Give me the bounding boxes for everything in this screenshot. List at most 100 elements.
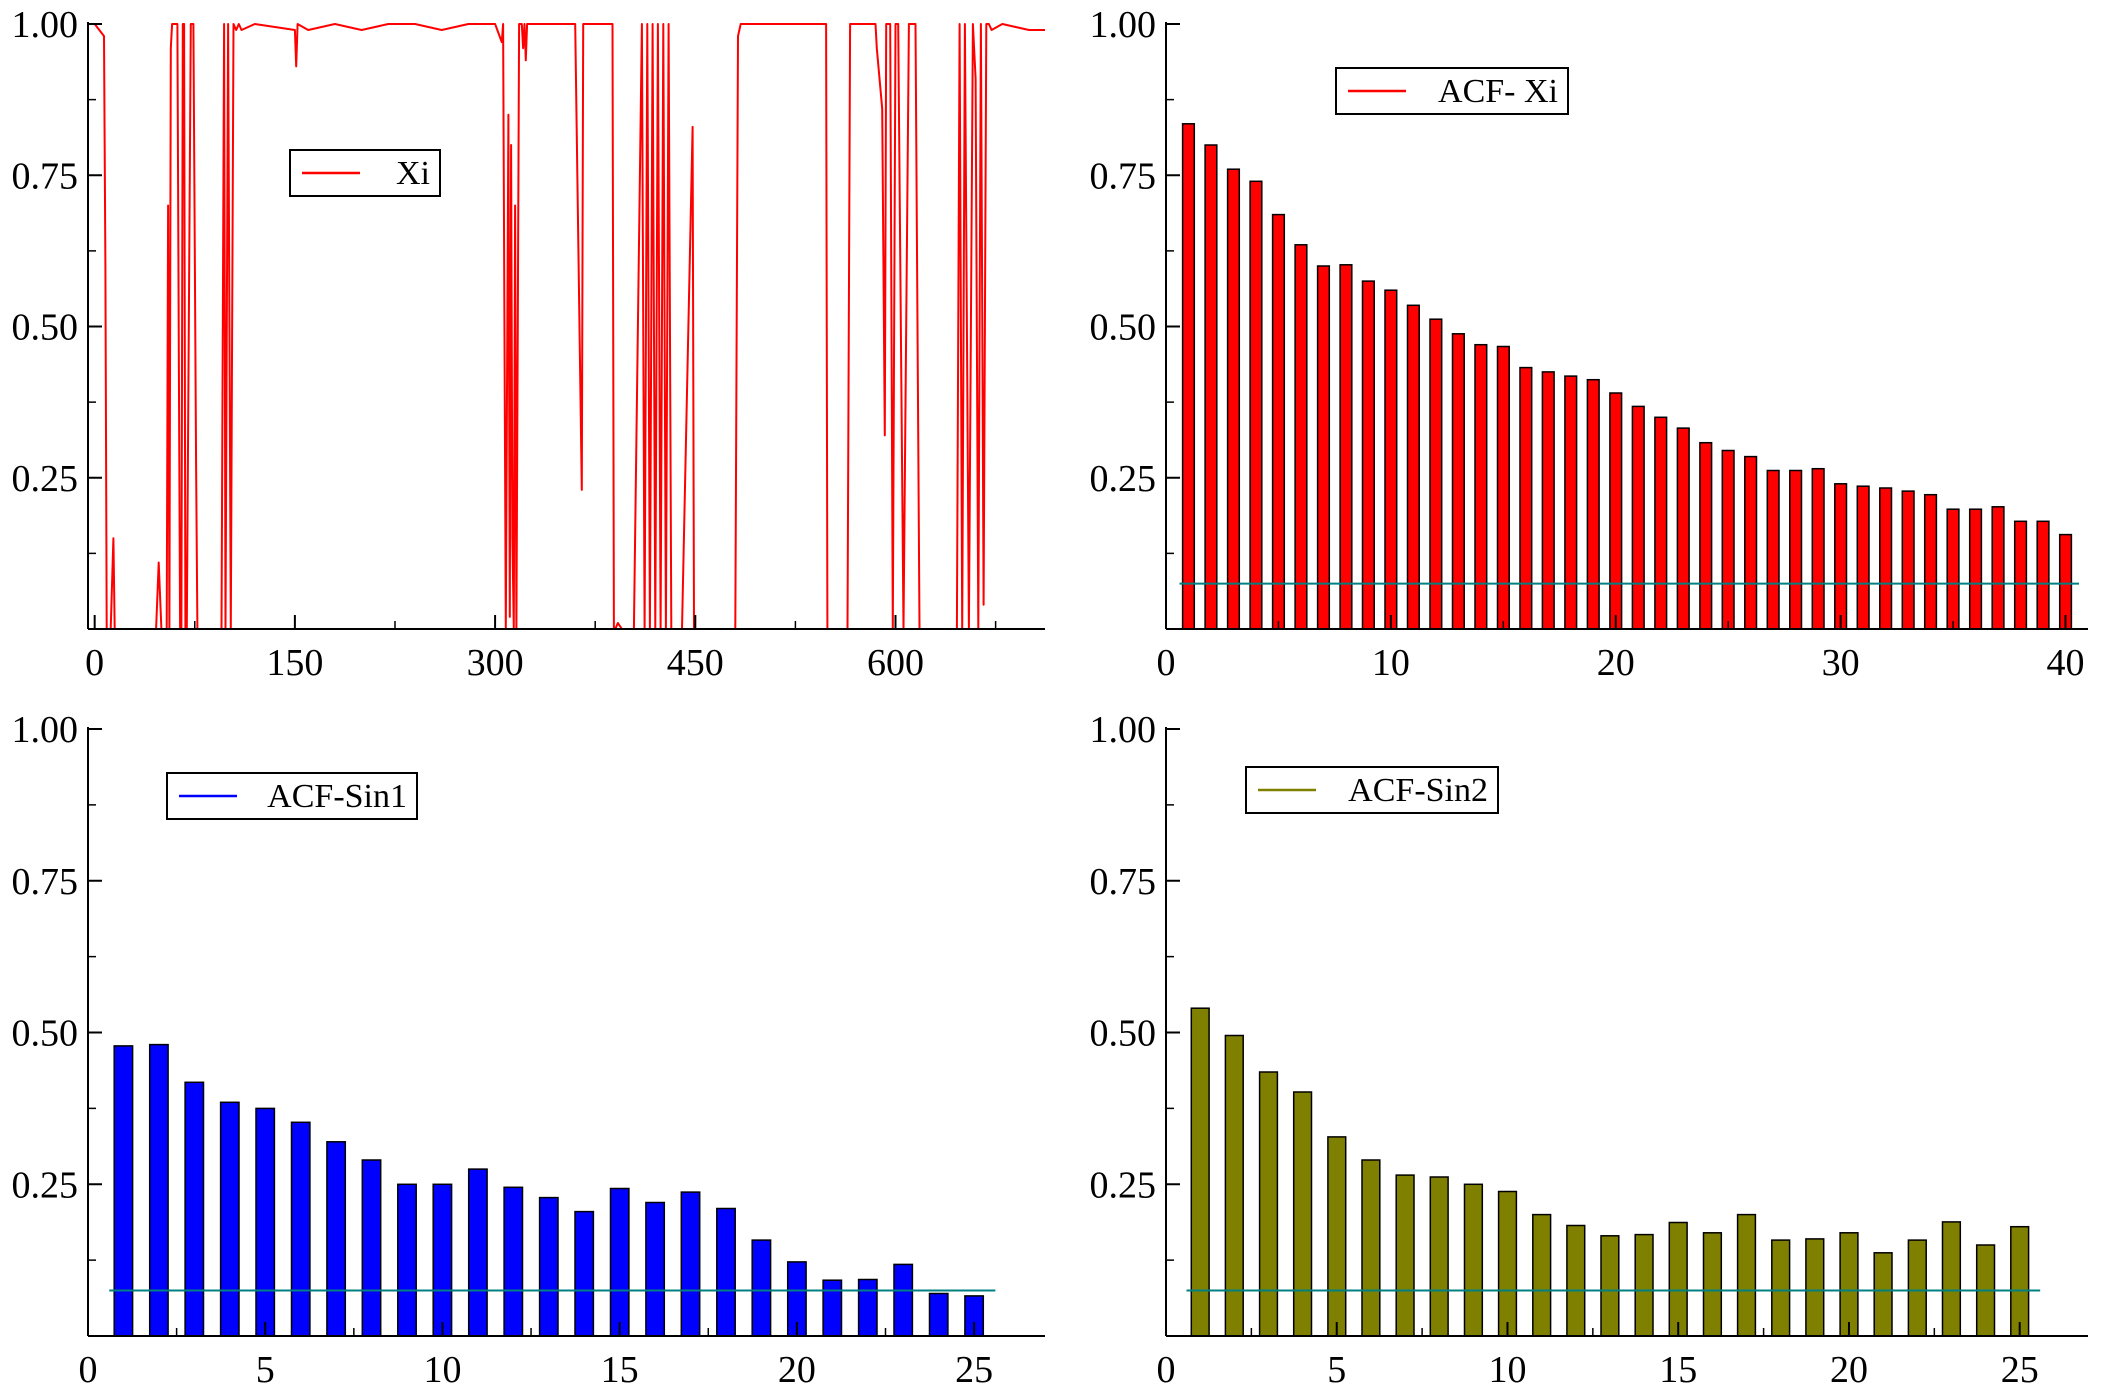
- x-tick-label: 10: [1488, 1349, 1526, 1390]
- legend: ACF-Sin2: [1245, 766, 1499, 814]
- bar: [1609, 392, 1623, 630]
- panel-xi-series: 0.25 0.50 0.75 1.00 0 150 300 450 600 Xi: [12, 4, 1045, 684]
- legend-label: ACF-Sin2: [1348, 772, 1488, 809]
- x-tick-label: 10: [1372, 642, 1410, 684]
- y-tick-label: 1.00: [12, 4, 79, 46]
- bar: [1631, 405, 1645, 630]
- line-series-0: [93, 23, 1045, 630]
- bar: [574, 1210, 595, 1337]
- bar: [1702, 1232, 1723, 1337]
- bar: [1564, 375, 1578, 630]
- bar: [1811, 467, 1825, 630]
- x-tick-label: 30: [1822, 642, 1860, 684]
- bar: [1834, 483, 1848, 630]
- bar: [1923, 493, 1938, 630]
- bar: [1384, 289, 1398, 630]
- bar: [1941, 1221, 1962, 1337]
- bar: [113, 1045, 134, 1337]
- bar: [1654, 416, 1668, 630]
- y-tick-label: 1.00: [12, 709, 79, 751]
- bar: [361, 1159, 382, 1337]
- bar: [1361, 280, 1375, 630]
- y-tick-label: 0.50: [12, 1013, 79, 1055]
- bar: [1668, 1221, 1688, 1337]
- bar: [1586, 378, 1600, 630]
- bar: [1789, 469, 1803, 630]
- y-tick-label: 0.75: [1090, 861, 1157, 903]
- bar: [1339, 264, 1353, 630]
- bar: [1968, 508, 1983, 630]
- bar: [609, 1187, 630, 1337]
- legend-label: Xi: [396, 155, 430, 192]
- bar: [1249, 180, 1263, 630]
- x-tick-label: 15: [1659, 1349, 1697, 1390]
- bar: [1634, 1233, 1654, 1337]
- bar: [751, 1239, 772, 1337]
- bar: [1873, 1252, 1893, 1337]
- bar: [1463, 1183, 1484, 1337]
- x-tick-label: 0: [1157, 642, 1176, 684]
- bar: [1805, 1238, 1825, 1337]
- bar: [290, 1121, 311, 1337]
- y-tick-label: 0.75: [1090, 155, 1157, 197]
- panel-acf-xi: 0.25 0.50 0.75 1.00 0 10 20 30 40 ACF- Xi: [1090, 4, 2088, 684]
- x-tick-label: 5: [256, 1349, 275, 1390]
- y-tick-label: 0.75: [12, 155, 79, 197]
- bar: [1736, 1213, 1757, 1337]
- y-tick-label: 1.00: [1090, 709, 1157, 751]
- bar: [1699, 441, 1713, 630]
- bar: [1451, 333, 1465, 630]
- bar: [1292, 1091, 1313, 1337]
- bar: [2013, 520, 2028, 630]
- bar: [1901, 490, 1915, 630]
- y-tick-label: 0.50: [12, 307, 79, 349]
- bar: [1429, 318, 1443, 630]
- y-tick-label: 0.25: [1090, 458, 1157, 500]
- bar: [1327, 1136, 1347, 1337]
- bar: [928, 1292, 949, 1337]
- x-tick-label: 15: [601, 1349, 639, 1390]
- bar: [184, 1081, 205, 1337]
- bar: [1600, 1235, 1620, 1337]
- bar: [1271, 213, 1286, 630]
- bar: [1541, 371, 1555, 630]
- x-tick-label: 0: [1157, 1349, 1176, 1390]
- bar: [1406, 304, 1420, 630]
- x-tick-label: 20: [1830, 1349, 1868, 1390]
- x-tick-label: 0: [85, 642, 104, 684]
- bar: [716, 1207, 736, 1337]
- bar: [1907, 1239, 1927, 1337]
- bar: [1496, 345, 1510, 630]
- y-tick-label: 0.25: [12, 458, 79, 500]
- bar: [219, 1101, 240, 1337]
- bar: [1532, 1213, 1552, 1337]
- bar: [1395, 1174, 1415, 1337]
- bar: [1721, 449, 1735, 630]
- bar: [1766, 469, 1780, 630]
- y-tick-label: 0.50: [1090, 1013, 1157, 1055]
- bar: [1566, 1224, 1586, 1337]
- panel-acf-sin1: 0.25 0.50 0.75 1.00 0 5 10 15 20 25 ACF-Sin1: [12, 709, 1045, 1390]
- bar: [1294, 244, 1308, 630]
- x-tick-label: 5: [1327, 1349, 1346, 1390]
- bar: [1429, 1176, 1449, 1337]
- y-tick-label: 0.25: [12, 1164, 79, 1206]
- legend: ACF-Sin1: [166, 772, 418, 820]
- bar: [822, 1279, 843, 1337]
- bar: [2058, 533, 2073, 630]
- panel-acf-sin2: 0.25 0.50 0.75 1.00 0 5 10 15 20 25 ACF-Sin2: [1090, 709, 2088, 1390]
- x-tick-label: 150: [266, 642, 323, 684]
- bar: [397, 1183, 417, 1337]
- legend: ACF- Xi: [1335, 67, 1569, 115]
- x-tick-label: 20: [778, 1349, 816, 1390]
- y-tick-label: 0.75: [12, 861, 79, 903]
- x-tick-label: 25: [955, 1349, 993, 1390]
- bar: [1946, 508, 1960, 630]
- legend-label: ACF-Sin1: [267, 778, 407, 815]
- bar: [1676, 427, 1690, 630]
- x-tick-label: 40: [2047, 642, 2085, 684]
- bar: [467, 1168, 488, 1337]
- bar: [1181, 123, 1196, 630]
- legend-label: ACF- Xi: [1438, 73, 1558, 110]
